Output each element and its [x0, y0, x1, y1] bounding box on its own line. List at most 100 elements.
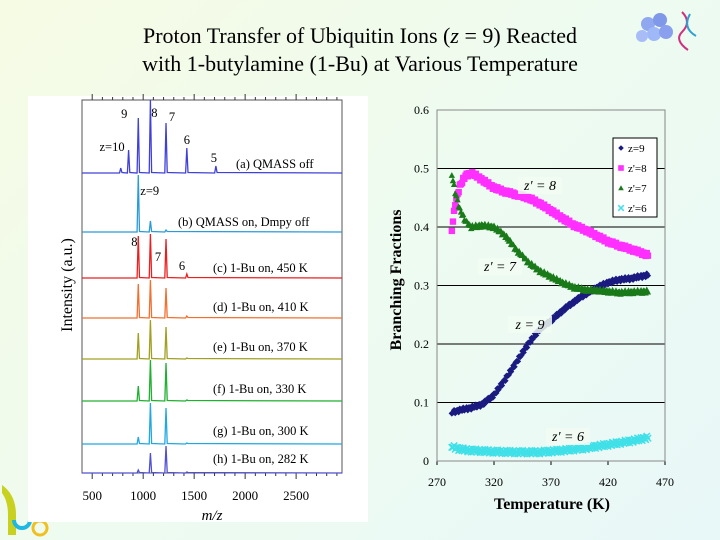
legend-marker [617, 204, 625, 212]
y-tick-label: 0.4 [414, 220, 429, 234]
data-point [452, 202, 459, 209]
data-point [626, 277, 633, 284]
trace-label: (a) QMASS off [236, 157, 314, 171]
spectrum-trace [82, 174, 343, 233]
peak-label: 5 [211, 151, 217, 165]
peak-label: z=9 [140, 184, 159, 198]
data-point [502, 377, 509, 384]
y-tick-label: 0.1 [414, 396, 429, 410]
y-tick-label: 0.2 [414, 337, 429, 351]
data-point [621, 274, 629, 281]
trace-label: (e) 1-Bu on, 370 K [213, 340, 308, 354]
data-point [514, 358, 522, 365]
legend-box [612, 137, 658, 218]
series-annotation: z′ = 8 [523, 179, 556, 194]
data-point [519, 251, 526, 258]
data-point [540, 201, 548, 208]
data-point [449, 177, 457, 184]
data-point [455, 188, 462, 196]
data-point [523, 344, 531, 351]
x-tick-label: 470 [656, 475, 674, 489]
spectrum-trace [82, 99, 343, 174]
data-point [448, 227, 456, 235]
data-point [644, 252, 652, 259]
spectrum-trace [82, 233, 343, 279]
peak-label: 7 [169, 110, 175, 124]
trace-label: (d) 1-Bu on, 410 K [213, 300, 308, 314]
data-point [608, 279, 615, 287]
annotation-backdrop [546, 428, 590, 445]
series-annotation: z = 9 [515, 318, 545, 333]
x-tick-label: 1500 [181, 488, 207, 503]
spectrum-trace [82, 445, 343, 474]
x-tick-label: 320 [485, 475, 503, 489]
trace-label: (c) 1-Bu on, 450 K [213, 261, 308, 275]
peak-label: 6 [179, 259, 185, 273]
data-point [454, 196, 461, 203]
trace-label: (f) 1-Bu on, 330 K [213, 382, 306, 396]
trace-label: (g) 1-Bu on, 300 K [213, 424, 308, 438]
peak-label: 8 [131, 235, 137, 249]
data-point [507, 368, 515, 375]
peak-label: 9 [121, 107, 127, 121]
legend-label: z'=7 [628, 183, 647, 195]
series-annotation: z′ = 7 [483, 260, 517, 275]
title-line-2: with 1-butylamine (1-Bu) at Various Temp… [142, 51, 578, 76]
legend-marker [618, 165, 624, 171]
data-point [450, 181, 458, 188]
legend-marker [618, 145, 624, 151]
legend: z=9 z'=8 z'=7 z'=6 [612, 137, 658, 218]
data-point [629, 276, 637, 283]
annotation-backdrop [518, 177, 562, 194]
data-point [453, 195, 460, 202]
annotation-backdrop [508, 316, 552, 333]
legend-label: z'=8 [628, 163, 647, 175]
series-z'=7 [448, 172, 652, 297]
x-axis-title: Temperature (K) [494, 496, 610, 513]
y-tick-label: 0.5 [414, 162, 429, 176]
data-point [617, 278, 624, 285]
data-point [527, 339, 534, 346]
data-point [453, 192, 460, 199]
data-point [448, 172, 456, 178]
data-point [509, 365, 516, 372]
plot-frame [436, 109, 666, 462]
slide-title: Proton Transfer of Ubiquitin Ions (z = 9… [0, 22, 720, 78]
x-tick-label: 2500 [283, 488, 309, 503]
spectrum-trace [82, 319, 343, 360]
logo-bottom-left [2, 485, 49, 537]
data-point [561, 307, 568, 314]
data-point [609, 276, 616, 283]
peak-label: 8 [151, 106, 157, 120]
x-tick-label: 270 [428, 475, 446, 489]
peak-label: z=10 [99, 140, 124, 154]
data-point [644, 272, 652, 279]
title-line-1: Proton Transfer of Ubiquitin Ions (z = 9… [142, 23, 578, 48]
y-tick-label: 0.3 [414, 279, 429, 293]
series-annotation: z′ = 6 [551, 430, 584, 445]
series-z'=8 [448, 168, 652, 260]
data-point [644, 434, 652, 442]
x-axis-title: m/z [202, 508, 223, 524]
data-point [494, 224, 501, 231]
data-point [579, 294, 587, 301]
data-point [532, 332, 540, 339]
peak-label: 6 [184, 133, 190, 147]
data-point [456, 204, 463, 211]
x-tick-label: 500 [82, 488, 102, 503]
y-tick-label: 0 [423, 454, 429, 468]
y-axis-title: Intensity (a.u.) [59, 238, 76, 332]
data-point [644, 288, 652, 295]
logo-top-right [636, 11, 697, 51]
data-point [628, 274, 636, 281]
data-point [450, 207, 458, 215]
data-point [552, 314, 559, 321]
spectra-panel [28, 96, 368, 522]
annotation-backdrop [478, 258, 522, 275]
y-tick-label: 0.6 [414, 103, 429, 117]
data-point [481, 176, 489, 184]
trace-label: (b) QMASS on, Dmpy off [178, 215, 310, 229]
data-point [564, 303, 572, 311]
x-tick-label: 370 [542, 475, 560, 489]
